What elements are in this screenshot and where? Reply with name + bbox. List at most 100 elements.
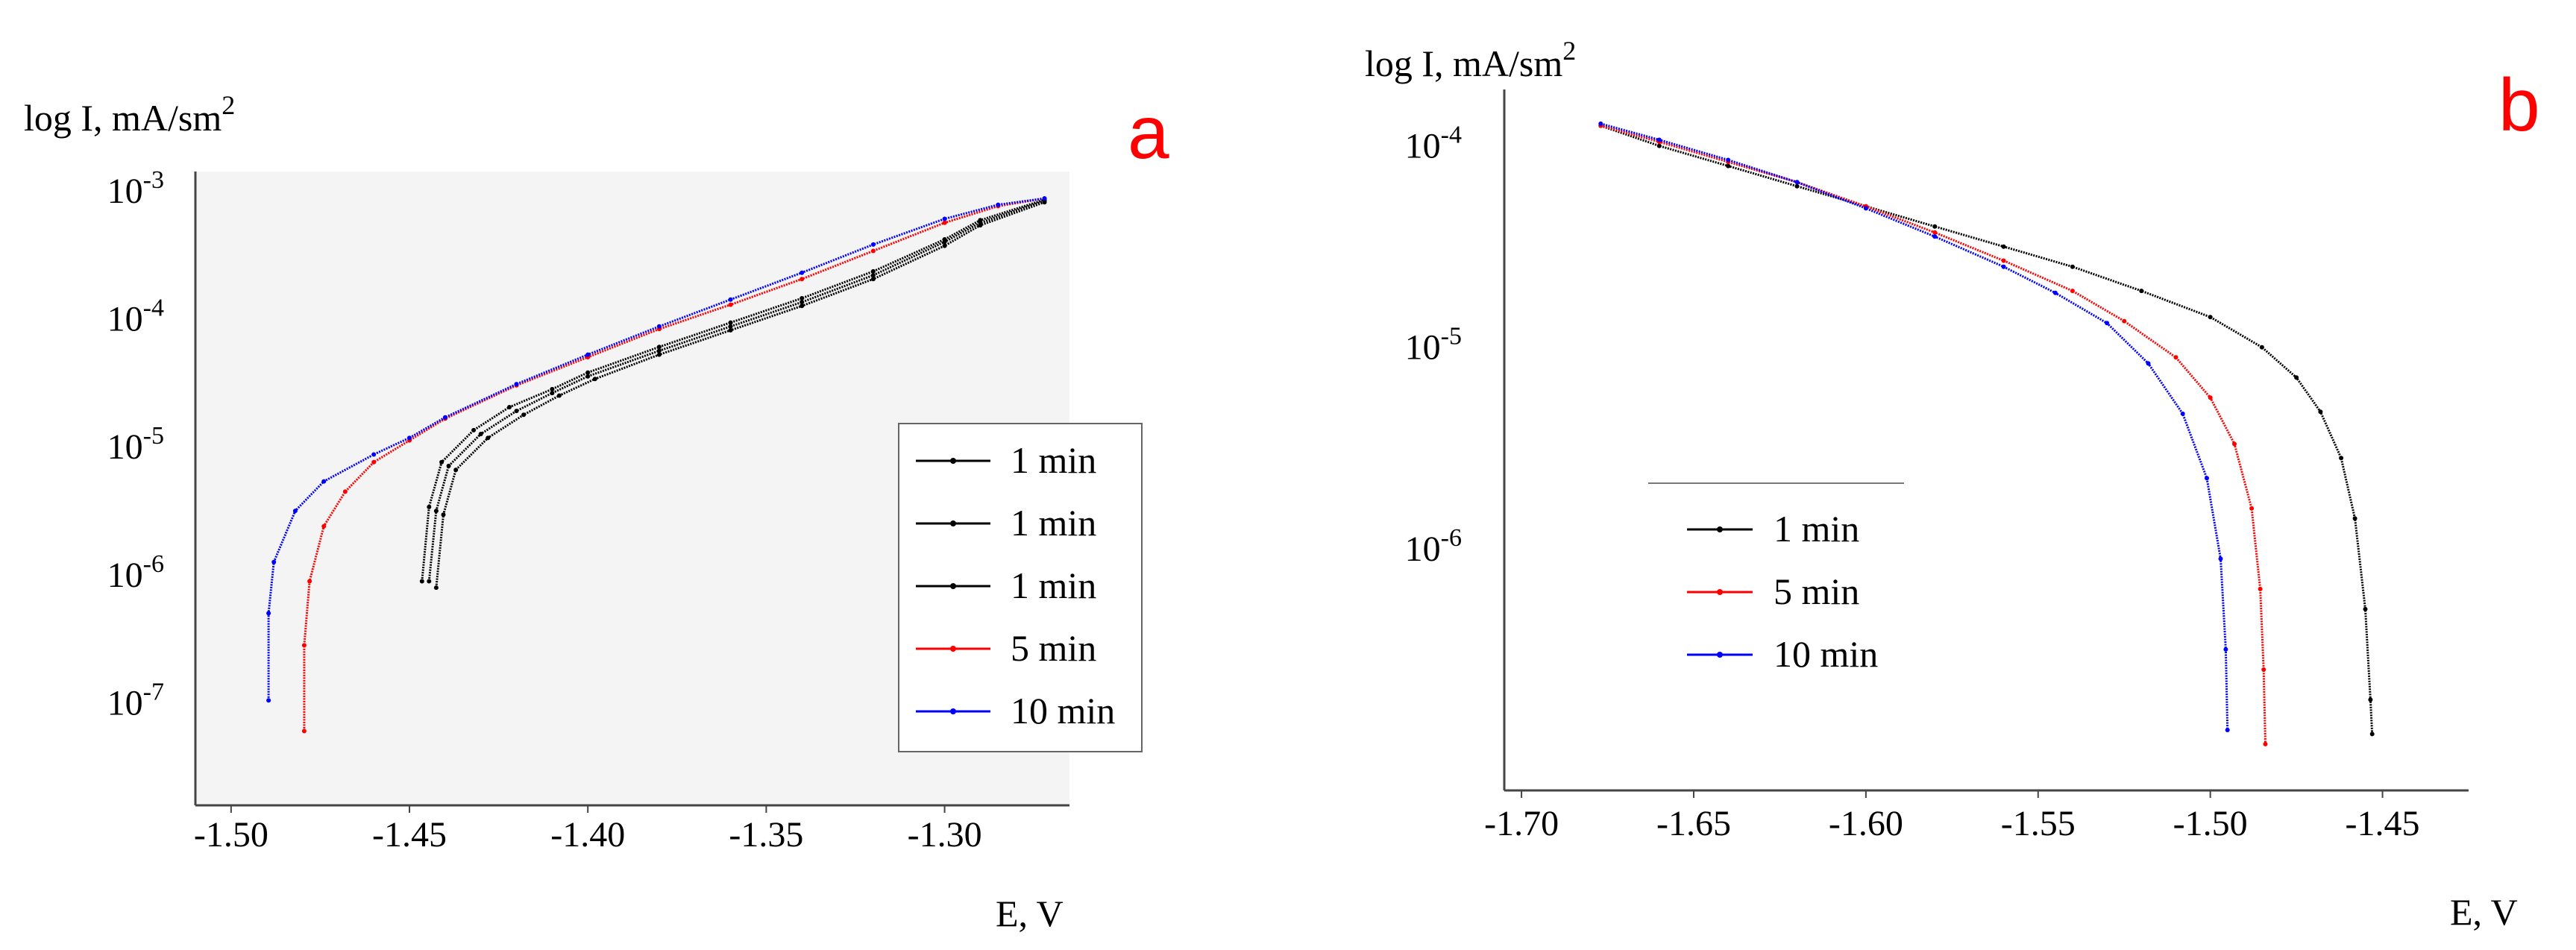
- panel-b-legend-marker: [1717, 652, 1723, 658]
- panel-a-series-line-10-min-4: [267, 197, 1045, 701]
- panel-a-series-point: [441, 512, 446, 518]
- panel-b-label: b: [2498, 63, 2540, 147]
- panel-b-series-point: [2208, 395, 2213, 400]
- panel-a-x-tick-label: -1.30: [908, 815, 982, 855]
- panel-a-legend-label: 5 min: [1011, 627, 1096, 669]
- panel-b-series-point: [1598, 121, 1603, 126]
- panel-b-y-axis-title: log I, mA/sm2: [1365, 36, 1576, 84]
- panel-a-series-point: [942, 220, 947, 225]
- panel-a-series-point: [266, 611, 271, 616]
- panel-b-y-tick-label: 10-6: [1405, 524, 1462, 569]
- panel-b-y-ticks: 10-4 10-5 10-6: [1405, 122, 1462, 569]
- panel-a-series-point: [486, 435, 491, 441]
- panel-a-series-point: [656, 345, 662, 350]
- panel-a-series-point: [656, 352, 662, 357]
- panel-a-series-point: [550, 391, 555, 396]
- panel-a-series-point: [656, 348, 662, 353]
- panel-a-y-axis-title-sup: 2: [222, 90, 235, 120]
- panel-b-series-point: [2259, 345, 2264, 350]
- panel-b-legend: 1 min 5 min 10 min: [1648, 482, 1904, 675]
- panel-b-series-point: [2122, 318, 2127, 324]
- panel-a-series-line-5-min-3: [303, 197, 1045, 732]
- panel-a-series-point: [407, 435, 412, 441]
- panel-a-series-group: [266, 196, 1047, 734]
- panel-a-series-point: [799, 270, 805, 275]
- panel-a-legend-label: 1 min: [1011, 439, 1096, 481]
- panel-a-series-point: [656, 324, 662, 329]
- panel-a-series-point: [342, 489, 348, 494]
- panel-a-series-point: [439, 459, 444, 465]
- panel-a-series-point: [556, 393, 562, 398]
- panel-b-series-point: [2052, 290, 2058, 295]
- panel-b-series-point: [2105, 321, 2110, 326]
- panel-b-series-point: [2180, 411, 2185, 416]
- panel-a-legend-marker: [950, 708, 956, 714]
- panel-b-series-point: [1794, 183, 1800, 189]
- panel-b-series-point: [2263, 741, 2268, 746]
- panel-a-series-point: [1042, 196, 1047, 201]
- panel-a-series-point: [870, 268, 876, 274]
- panel-a-legend: 1 min 1 min 1 min 5 min 10 min: [898, 423, 1143, 752]
- panel-a-series-point: [446, 463, 451, 468]
- panel-b-legend-marker: [1717, 526, 1723, 532]
- panel-b-series-point: [1932, 224, 1938, 229]
- panel-b-series-point: [1863, 206, 1868, 211]
- panel-a-series-point: [371, 459, 377, 465]
- panel-b-series-point: [1726, 157, 1731, 163]
- panel-a-series-point: [478, 432, 483, 436]
- panel-a-series-point: [585, 374, 591, 379]
- panel-b-series-point: [2318, 409, 2323, 415]
- panel-a-series-point: [728, 324, 733, 329]
- panel-b-y-axis-title-text: log I, mA/sm: [1365, 43, 1562, 84]
- panel-a-x-tick-label: -1.45: [372, 815, 447, 855]
- panel-a-series-point: [427, 579, 432, 584]
- panel-a-series-point: [996, 202, 1001, 207]
- panel-a-series-point: [271, 559, 277, 564]
- panel-a-series-point: [978, 218, 983, 223]
- panel-a-series-point: [307, 579, 312, 584]
- panel-b-x-tick-label: -1.65: [1656, 804, 1731, 843]
- panel-a-series-point: [870, 277, 876, 282]
- panel-a-y-tick-label: 10-5: [107, 422, 164, 467]
- panel-b-series-point: [2339, 456, 2344, 461]
- panel-a-series-point: [585, 370, 591, 375]
- panel-b-series-line-1-min-0: [1600, 125, 2374, 734]
- panel-b-series-point: [1726, 163, 1731, 169]
- panel-b-series-point: [2173, 355, 2178, 360]
- panel-a-series-point: [521, 412, 527, 418]
- panel-a-series-point: [471, 427, 477, 432]
- panel-a-series-point: [427, 504, 432, 509]
- panel-b-series-point: [2218, 556, 2223, 561]
- panel-b-series-point: [2294, 375, 2299, 380]
- panel-a-x-tick-label: -1.50: [194, 815, 268, 855]
- panel-a-y-tick-label: 10-3: [107, 166, 164, 211]
- panel-a-series-point: [799, 300, 805, 305]
- panel-a-series-point: [292, 509, 298, 514]
- panel-a-series-point: [550, 386, 555, 391]
- panel-a-x-ticks: -1.50 -1.45 -1.40 -1.35 -1.30: [194, 805, 982, 855]
- panel-a-series-point: [585, 352, 591, 357]
- panel-b-series-point: [2369, 732, 2375, 737]
- panel-a-series-point: [799, 296, 805, 301]
- panel-a-series-point: [799, 277, 805, 282]
- panel-a-series-point: [442, 415, 447, 420]
- panel-b-series-point: [2001, 258, 2006, 263]
- panel-a-y-ticks: 10-3 10-4 10-5 10-6 10-7: [107, 166, 164, 723]
- panel-b-legend-label: 1 min: [1774, 508, 1859, 550]
- panel-b-x-tick-label: -1.70: [1484, 804, 1559, 843]
- panel-a-series-point: [433, 509, 439, 514]
- panel-a-series-point: [978, 223, 983, 228]
- panel-a-series-point: [799, 303, 805, 309]
- panel-a-legend-label: 1 min: [1011, 502, 1096, 544]
- panel-a-series-point: [728, 302, 733, 307]
- panel-b-series-point: [2363, 606, 2368, 611]
- panel-a-series-point: [419, 579, 424, 584]
- panel-a-series-line-1-min-2: [435, 201, 1046, 588]
- panel-a-legend-marker: [950, 458, 956, 464]
- panel-a-series-point: [301, 729, 307, 734]
- panel-b-y-axis-title-sup: 2: [1562, 36, 1576, 66]
- panel-b-y-tick-label: 10-5: [1405, 323, 1462, 368]
- panel-a-chart: -1.50 -1.45 -1.40 -1.35 -1.30 10-310-410-510…: [24, 90, 1169, 934]
- panel-b-series-line-5-min-1: [1600, 125, 2266, 744]
